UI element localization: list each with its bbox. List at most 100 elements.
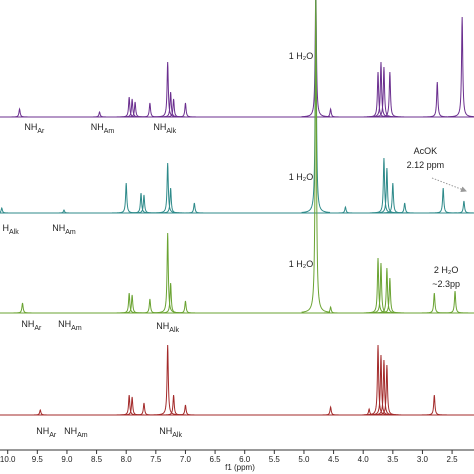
peak — [420, 292, 449, 314]
annotation-text: H — [3, 223, 10, 233]
annotation: NHAm — [91, 122, 115, 134]
annotation-text: NH — [156, 321, 169, 331]
peak — [114, 292, 144, 314]
x-tick-label: 8.0 — [121, 455, 133, 464]
x-tick-label: 6.5 — [210, 455, 222, 464]
annotation: NHAr — [36, 426, 57, 438]
peak — [153, 162, 182, 214]
annotation-text: NH — [64, 426, 77, 436]
peak — [129, 402, 159, 416]
peak — [49, 209, 79, 214]
annotation: NHAr — [21, 319, 42, 331]
x-tick-label: 5.5 — [269, 455, 281, 464]
peak — [171, 102, 200, 118]
peak — [117, 98, 147, 118]
peak — [120, 101, 150, 118]
x-tick-label: 4.0 — [358, 455, 370, 464]
peak — [171, 404, 200, 416]
annotation: 2 H₂O — [434, 265, 459, 275]
peak — [378, 182, 408, 214]
annotation: NHAm — [64, 426, 88, 438]
annotation-text: AcOK — [414, 146, 438, 156]
x-axis-label: f1 (ppm) — [225, 463, 255, 472]
x-tick-label: 3.0 — [417, 455, 429, 464]
annotation-text: NH — [58, 319, 71, 329]
peak — [301, 0, 331, 313]
peak — [366, 354, 396, 416]
annotation-subscript: Am — [71, 325, 82, 332]
x-tick-label: 8.5 — [91, 455, 103, 464]
annotation-text: 1 H₂O — [289, 172, 314, 182]
annotation-text: NH — [24, 122, 37, 132]
annotation-subscript: Alk — [169, 327, 179, 334]
annotation-text: NH — [36, 426, 49, 436]
peak — [449, 200, 474, 214]
peak — [126, 192, 156, 214]
peak — [420, 394, 449, 416]
annotation: NHAlk — [159, 426, 182, 438]
x-tick-label: 5.0 — [298, 455, 310, 464]
annotation-text: NH — [91, 122, 104, 132]
peak — [440, 290, 470, 314]
annotation: 2.12 ppm — [407, 160, 445, 170]
peak — [153, 232, 182, 314]
peak — [85, 110, 114, 118]
peak — [129, 194, 159, 214]
peak — [114, 394, 144, 416]
peak — [366, 262, 396, 314]
annotation-text: ~2.3pp — [432, 279, 460, 289]
x-tick-label: 9.0 — [61, 455, 73, 464]
annotation-text: NH — [153, 122, 166, 132]
annotation: HAlk — [3, 223, 20, 235]
peak — [390, 202, 419, 214]
peak — [375, 277, 405, 314]
x-tick-label: 10.0 — [0, 455, 16, 464]
x-tick-label: 6.0 — [239, 455, 251, 464]
peak — [135, 298, 165, 314]
annotation-subscript: Ar — [34, 325, 42, 332]
peak — [316, 107, 345, 118]
peak — [428, 187, 458, 214]
annotation-text: 1 H₂O — [289, 259, 314, 269]
annotation: 1 H₂O — [289, 172, 314, 182]
plot-area — [0, 0, 474, 416]
annotation-subscript: Am — [65, 229, 76, 236]
annotation: AcOK — [414, 146, 438, 156]
peak — [369, 359, 399, 416]
annotation-text: 2 H₂O — [434, 265, 459, 275]
peak — [171, 300, 200, 314]
annotation-subscript: Ar — [49, 432, 57, 439]
peak — [372, 167, 402, 214]
peak — [316, 305, 345, 314]
peak — [153, 61, 182, 118]
x-tick-label: 3.5 — [387, 455, 399, 464]
peak — [26, 408, 55, 416]
peak — [159, 394, 188, 416]
annotation: ~2.3pp — [432, 279, 460, 289]
peak — [369, 66, 399, 118]
x-tick-label: 7.0 — [180, 455, 192, 464]
annotation-subscript: Alk — [172, 432, 182, 439]
peak — [117, 396, 147, 416]
peak — [0, 206, 16, 214]
annotation-text: NH — [21, 319, 34, 329]
x-tick-label: 7.5 — [150, 455, 162, 464]
peak — [375, 71, 405, 118]
peak — [301, 0, 331, 213]
annotation-subscript: Am — [104, 128, 115, 135]
peak — [372, 364, 402, 416]
annotation-text: NH — [52, 223, 65, 233]
annotation-subscript: Alk — [9, 229, 19, 236]
annotation-subscript: Ar — [37, 128, 45, 135]
peak — [135, 102, 165, 118]
peak — [447, 16, 474, 118]
annotation: NHAlk — [156, 321, 179, 333]
annotation: NHAm — [58, 319, 82, 331]
annotation: NHAr — [24, 122, 45, 134]
peak — [331, 205, 360, 214]
peak — [111, 182, 141, 214]
peak — [5, 107, 34, 118]
peak — [159, 98, 188, 118]
